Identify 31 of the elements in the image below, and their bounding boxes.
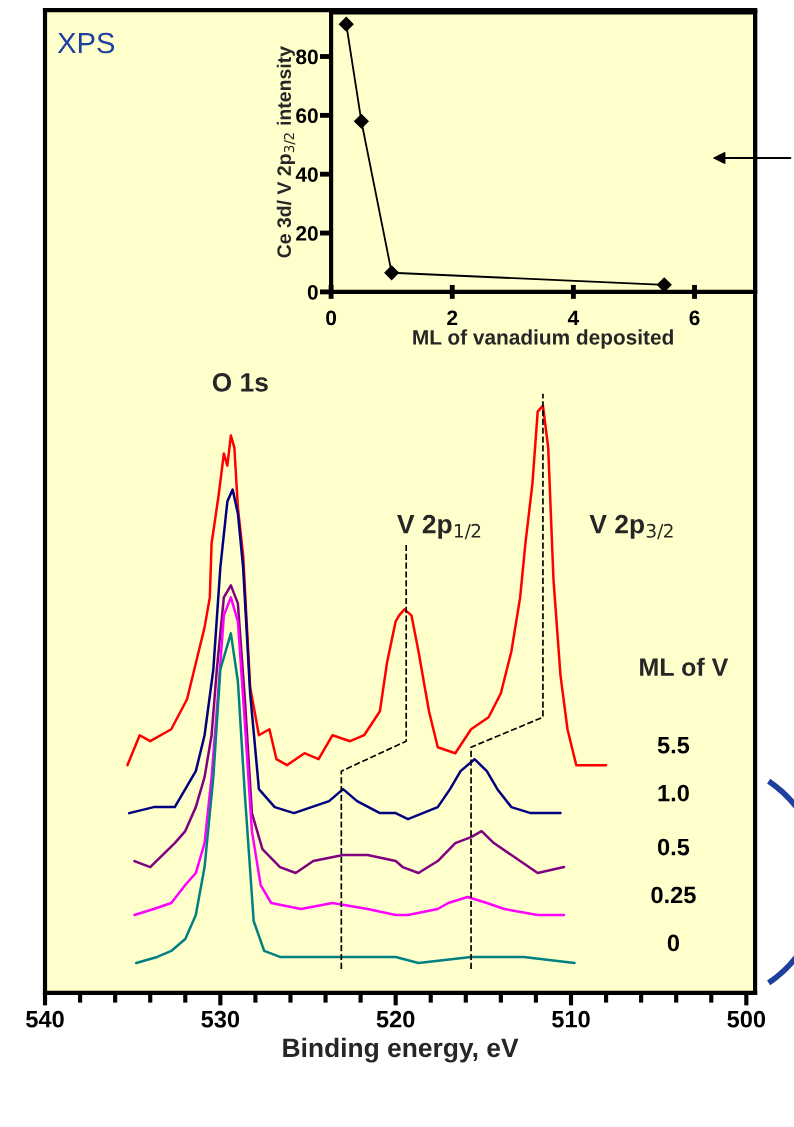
x-tick-label: 530 bbox=[201, 1010, 240, 1028]
text: 0.5 bbox=[657, 838, 690, 856]
x-tick-label: 510 bbox=[552, 1010, 590, 1028]
point bbox=[338, 16, 354, 32]
text: 0.25 bbox=[651, 886, 696, 904]
chart-title: XPS bbox=[57, 32, 115, 54]
legend-title: ML of V bbox=[640, 657, 729, 677]
x-axis-title: Binding energy, eV bbox=[283, 1037, 519, 1063]
text: 5.5 bbox=[657, 737, 690, 754]
text: 1.0 bbox=[658, 784, 689, 802]
y-tick-label: 40 bbox=[295, 167, 318, 182]
point bbox=[384, 265, 400, 281]
text: O 1s bbox=[212, 372, 268, 392]
y-tick-label: 20 bbox=[296, 226, 318, 241]
annotation: V 2p$_{1/2}$ bbox=[397, 514, 481, 540]
y-tick-label: 80 bbox=[296, 49, 318, 65]
point bbox=[353, 113, 369, 129]
x-tick-label: 2 bbox=[447, 310, 458, 326]
y-tick-label: 0 bbox=[307, 284, 318, 300]
x-tick-label: 500 bbox=[727, 1010, 766, 1028]
point bbox=[656, 277, 672, 292]
x-tick-label: 4 bbox=[567, 310, 580, 326]
x-axis-title: ML of vanadium deposited bbox=[413, 329, 673, 349]
annotation: V 2p$_{3/2}$ bbox=[589, 514, 673, 540]
y-tick-label: 60 bbox=[296, 108, 318, 124]
text: 0 bbox=[667, 934, 680, 952]
y-axis-title: Ce 3d/ V 2p$_{3/2}$ intensity bbox=[276, 46, 296, 258]
x-tick-label: 6 bbox=[689, 310, 700, 326]
x-tick-label: 540 bbox=[26, 1010, 64, 1028]
x-tick-label: 520 bbox=[376, 1010, 415, 1028]
x-tick-label: 0 bbox=[326, 310, 337, 326]
